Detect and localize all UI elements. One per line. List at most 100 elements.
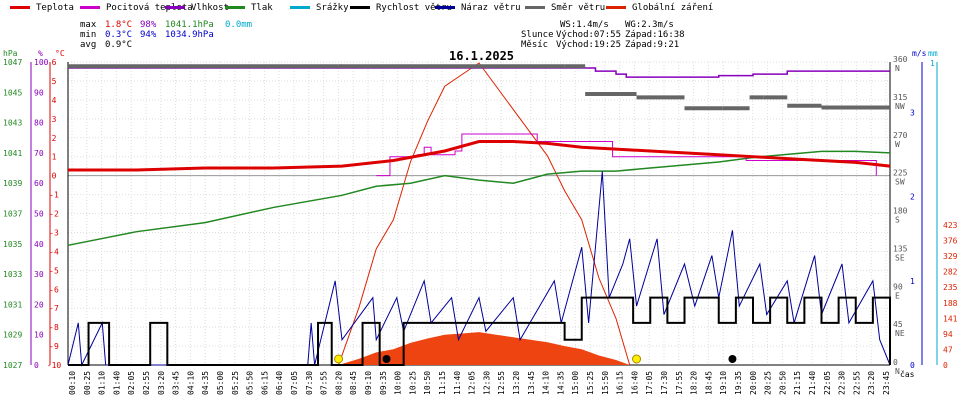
x-tick-label: 11:40 (453, 371, 462, 395)
x-tick-label: 15:50 (601, 371, 610, 395)
humidity-tick: 40 (34, 240, 44, 249)
legend-item-1: Pocitová teplota (80, 3, 193, 14)
x-tick-label: 19:35 (734, 371, 743, 395)
radiation-tick: 235 (943, 283, 958, 292)
x-tick-label: 11:15 (438, 371, 447, 395)
x-tick-label: 02:05 (127, 371, 136, 395)
legend-label: Směr větru (551, 3, 606, 13)
wind-gust-line (67, 171, 891, 367)
legend-item-5: Rychlost větru (350, 3, 452, 14)
x-tick-label: 10:50 (423, 371, 432, 395)
moon-rise: Východ:19:25 (556, 40, 622, 50)
legend-label: Vlhkost (191, 3, 229, 13)
pressure-tick: 1037 (3, 210, 22, 219)
x-tick-label: 22:55 (852, 371, 861, 395)
temperature-line (68, 140, 891, 172)
x-tick-label: 05:50 (246, 371, 255, 395)
x-tick-label: 12:30 (482, 371, 491, 395)
humidity-tick: 10 (34, 331, 44, 340)
x-tick-label: 21:15 (793, 371, 802, 395)
pressure-tick: 1033 (3, 270, 22, 279)
x-tick-label: 00:10 (68, 371, 77, 395)
temp-tick: 5 (52, 77, 57, 86)
humidity-tick: 30 (34, 270, 44, 279)
sun-set: Západ:16:38 (625, 30, 685, 40)
x-tick-label: 13:45 (527, 371, 536, 395)
pressure-unit: hPa (3, 49, 18, 58)
x-tick-label: 13:20 (512, 371, 521, 395)
x-tick-label: 21:40 (808, 371, 817, 395)
humidity-tick: 70 (34, 149, 44, 158)
x-tick-label: 15:25 (586, 371, 595, 395)
stats-max-press: 1041.1hPa (165, 20, 214, 30)
pressure-line (67, 150, 891, 247)
temp-tick: 0 (52, 172, 57, 181)
legend-swatch (290, 6, 310, 9)
x-tick-label: 15:00 (571, 371, 580, 395)
rain-tick: 1 (930, 59, 935, 68)
humidity-tick: 50 (34, 210, 44, 219)
wind-dir-tick: 225 (893, 169, 908, 178)
x-tick-label: 14:10 (542, 371, 551, 395)
temp-unit: °C (55, 49, 65, 58)
humidity-tick: 80 (34, 119, 44, 128)
wind-speed-line (68, 296, 891, 366)
legend-swatch (435, 6, 455, 9)
legend-swatch (80, 6, 100, 9)
stats-min-temp: 0.3°C (105, 30, 133, 40)
radiation-tick: 423 (943, 221, 958, 230)
x-tick-label: 12:05 (468, 371, 477, 395)
pressure-tick: 1045 (3, 88, 22, 97)
x-axis-label: čas (900, 369, 915, 379)
legend-label: Srážky (316, 3, 349, 13)
temp-tick: 4 (52, 96, 57, 105)
stats-avg-label: avg (80, 40, 97, 50)
wind-dir-tick: 315 (893, 93, 908, 102)
x-tick-label: 01:40 (112, 371, 121, 395)
x-tick-label: 20:50 (778, 371, 787, 395)
radiation-tick: 376 (943, 237, 958, 246)
x-tick-label: 07:55 (320, 371, 329, 395)
pressure-tick: 1027 (3, 361, 22, 370)
x-tick-label: 03:20 (157, 371, 166, 395)
x-tick-label: 16:40 (630, 371, 639, 395)
x-tick-label: 23:20 (867, 371, 876, 395)
wind-speed-unit: m/s (912, 49, 927, 58)
x-tick-label: 17:30 (660, 371, 669, 395)
temp-tick: -9 (49, 342, 59, 351)
legend: Teplota Pocitová teplota Vlhkost Tlak Srážky… (0, 0, 966, 18)
legend-swatch (606, 6, 626, 9)
legend-swatch (165, 6, 185, 9)
temp-tick: -4 (49, 247, 59, 256)
legend-label: Rychlost větru (376, 3, 452, 13)
x-tick-label: 04:10 (186, 371, 195, 395)
x-tick-label: 18:45 (704, 371, 713, 395)
legend-item-8: Globální záření (606, 3, 713, 14)
legend-swatch (10, 6, 30, 9)
wind-dir-tick: 180 (893, 207, 908, 216)
moon-label: Měsíc (521, 40, 549, 50)
x-tick-label: 18:20 (690, 371, 699, 395)
x-tick-label: 14:35 (556, 371, 565, 395)
rain-unit: mm (928, 49, 938, 58)
stats-max-temp: 1.8°C (105, 20, 133, 30)
wind-dir-label: W (895, 140, 900, 149)
legend-label: Náraz větru (461, 3, 521, 13)
humidity-tick: 60 (34, 179, 44, 188)
temp-tick: -10 (47, 361, 62, 370)
wind-speed-stat: WS:1.4m/s (560, 20, 609, 30)
sun-label: Slunce (521, 30, 554, 40)
wind-dir-label: NE (895, 329, 905, 338)
humidity-line (68, 67, 890, 78)
legend-item-2: Vlhkost (165, 3, 229, 14)
x-tick-label: 06:40 (275, 371, 284, 395)
radiation-tick: 94 (943, 330, 953, 339)
temp-tick: -1 (49, 191, 59, 200)
legend-item-7: Směr větru (525, 3, 605, 14)
x-tick-label: 08:20 (334, 371, 343, 395)
x-tick-label: 19:10 (719, 371, 728, 395)
wind-dir-label: E (895, 291, 900, 300)
temp-tick: -2 (49, 210, 59, 219)
pressure-tick: 1043 (3, 119, 22, 128)
